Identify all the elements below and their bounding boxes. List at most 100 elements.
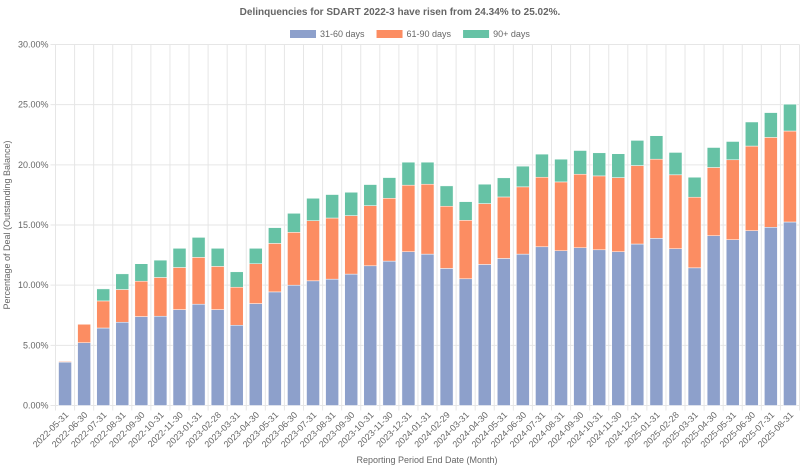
bar-stack	[420, 161, 435, 406]
bar-segment-61-90-days	[344, 215, 358, 275]
bar-stack	[191, 237, 206, 406]
bar-segment-90-days	[745, 121, 759, 147]
bar-stack	[249, 248, 263, 406]
bar-segment-61-90-days	[134, 280, 149, 317]
bar-segment-90-days	[783, 103, 797, 132]
bar-segment-90-days	[649, 135, 664, 160]
bar-segment-61-90-days	[439, 205, 454, 269]
bar-segment-90-days	[764, 112, 778, 138]
bar-segment-61-90-days	[115, 289, 130, 323]
bar-segment-31-60-days	[153, 315, 168, 406]
legend-swatch	[376, 30, 403, 38]
bar-segment-31-60-days	[668, 248, 683, 406]
bar-segment-90-days	[535, 153, 549, 178]
bar-segment-90-days	[191, 237, 206, 258]
bar-segment-90-days	[668, 152, 683, 176]
legend-label: 31-60 days	[320, 29, 365, 39]
bar-segment-31-60-days	[745, 230, 759, 406]
bar-segment-31-60-days	[764, 227, 778, 406]
bar-segment-90-days	[477, 183, 492, 204]
bar-stack	[745, 121, 759, 406]
chart-title: Delinquencies for SDART 2022-3 have rise…	[240, 7, 561, 18]
bar-stack	[382, 177, 397, 406]
bar-segment-61-90-days	[592, 175, 606, 251]
legend-item[interactable]: 31-60 days	[290, 29, 365, 39]
bars	[58, 103, 797, 406]
bar-stack	[439, 185, 454, 406]
bar-segment-31-60-days	[268, 291, 282, 406]
bar-segment-90-days	[592, 152, 606, 177]
bar-segment-90-days	[344, 192, 358, 216]
bar-segment-90-days	[249, 248, 263, 264]
bar-stack	[516, 165, 530, 406]
bar-segment-90-days	[439, 185, 454, 207]
bar-segment-90-days	[210, 248, 225, 267]
bar-segment-31-60-days	[497, 258, 511, 406]
bar-segment-61-90-days	[630, 165, 645, 245]
bar-segment-61-90-days	[783, 130, 797, 223]
bar-segment-90-days	[497, 177, 511, 198]
bar-segment-31-60-days	[344, 273, 358, 406]
bar-segment-61-90-days	[706, 167, 721, 236]
bar-segment-90-days	[306, 198, 320, 221]
bar-segment-61-90-days	[268, 243, 282, 293]
y-tick-label: 5.00%	[23, 340, 49, 350]
bar-segment-31-60-days	[725, 239, 740, 406]
y-tick-label: 20.00%	[18, 160, 49, 170]
legend-item[interactable]: 61-90 days	[376, 29, 452, 39]
bar-segment-90-days	[115, 273, 130, 290]
bar-segment-31-60-days	[630, 243, 645, 406]
bar-stack	[77, 324, 91, 406]
y-tick-label: 30.00%	[18, 40, 49, 50]
bar-stack	[554, 158, 568, 406]
bar-stack	[210, 248, 225, 406]
bar-segment-31-60-days	[134, 316, 149, 406]
bar-segment-90-days	[229, 271, 244, 288]
bar-stack	[325, 194, 339, 406]
bar-stack	[611, 153, 626, 406]
bar-segment-61-90-days	[172, 267, 187, 310]
bar-stack	[58, 361, 72, 406]
bar-segment-31-60-days	[439, 268, 454, 406]
bar-stack	[115, 273, 130, 406]
bar-segment-61-90-days	[458, 220, 473, 280]
bar-segment-61-90-days	[668, 174, 683, 249]
bar-stack	[287, 213, 301, 406]
bar-segment-31-60-days	[611, 251, 626, 406]
bar-segment-31-60-days	[420, 253, 435, 406]
bar-stack	[630, 140, 645, 406]
bar-segment-90-days	[725, 141, 740, 161]
y-axis-title: Percentage of Deal (Outstanding Balance)	[2, 140, 12, 309]
bar-segment-31-60-days	[649, 238, 664, 406]
bar-segment-31-60-days	[687, 267, 702, 406]
bar-segment-90-days	[268, 227, 282, 244]
bar-segment-61-90-days	[497, 196, 511, 259]
bar-segment-31-60-days	[535, 246, 549, 406]
bar-segment-90-days	[287, 213, 301, 233]
bar-segment-61-90-days	[611, 177, 626, 252]
bar-segment-90-days	[363, 184, 378, 206]
legend-item[interactable]: 90+ days	[463, 29, 530, 39]
bar-segment-90-days	[134, 263, 149, 282]
bar-segment-31-60-days	[172, 309, 187, 406]
bar-segment-90-days	[458, 201, 473, 221]
bar-stack	[458, 201, 473, 406]
bar-segment-31-60-days	[592, 249, 606, 406]
bar-segment-31-60-days	[325, 278, 339, 406]
bar-segment-31-60-days	[287, 284, 301, 406]
bar-segment-31-60-days	[401, 251, 416, 406]
bar-segment-90-days	[706, 147, 721, 168]
bar-segment-61-90-days	[516, 186, 530, 255]
y-tick-label: 0.00%	[23, 401, 49, 411]
bar-segment-90-days	[516, 165, 530, 188]
bar-segment-31-60-days	[706, 235, 721, 406]
bar-segment-31-60-days	[477, 264, 492, 406]
bar-stack	[477, 183, 492, 406]
bar-segment-31-60-days	[554, 250, 568, 406]
bar-segment-61-90-days	[229, 286, 244, 326]
bar-segment-31-60-days	[783, 221, 797, 406]
bar-segment-61-90-days	[745, 145, 759, 231]
bar-segment-31-60-days	[96, 327, 110, 406]
bar-segment-61-90-days	[649, 158, 664, 239]
